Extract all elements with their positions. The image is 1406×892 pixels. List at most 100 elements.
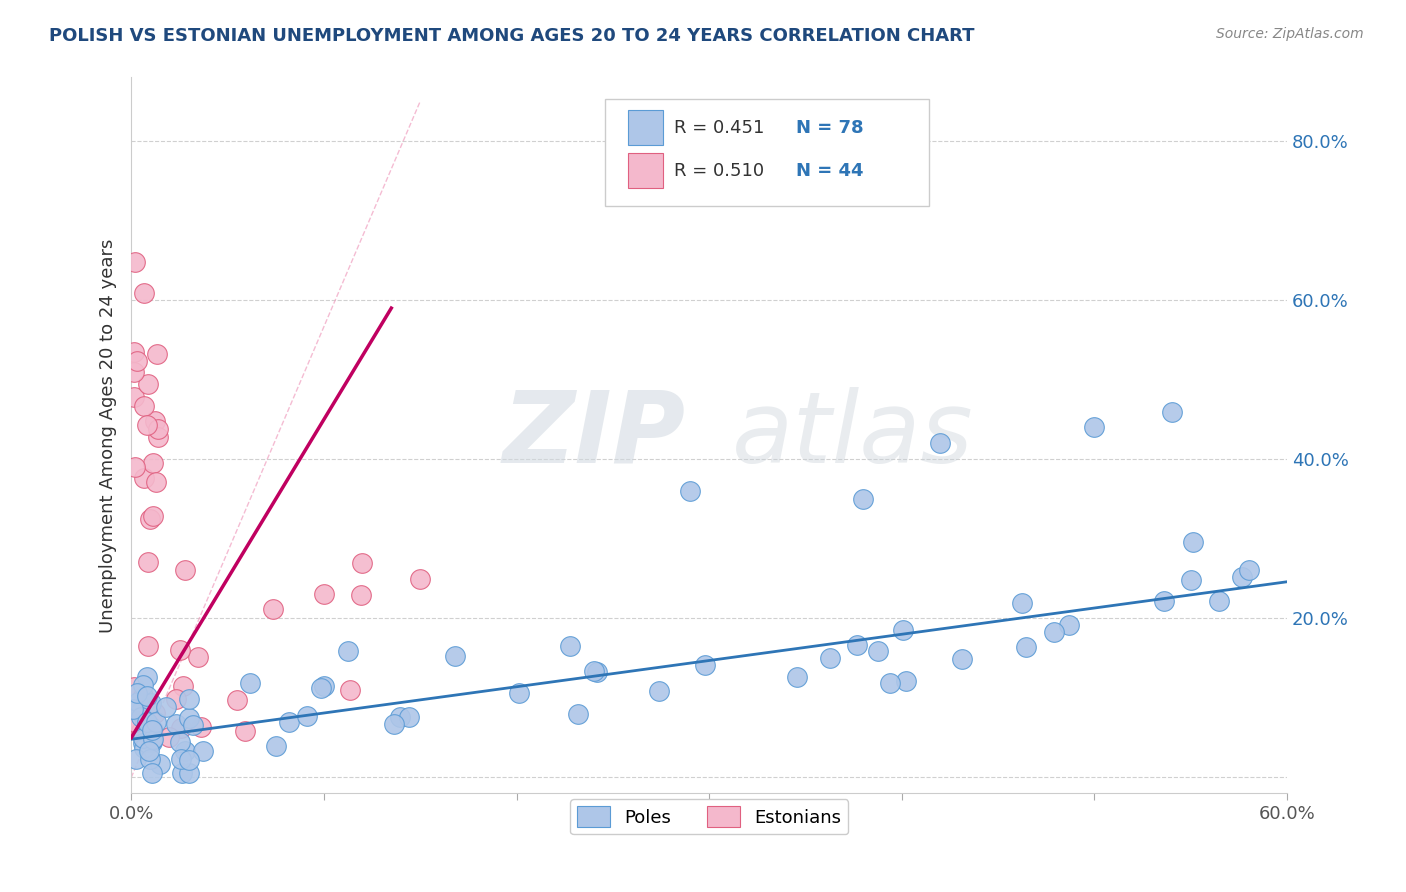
Point [128, 706, 150, 720]
Point [132, 471, 155, 485]
Point [1237, 563, 1260, 577]
Text: R = 0.510: R = 0.510 [675, 161, 765, 179]
Point [190, 720, 212, 734]
Point [1057, 618, 1080, 632]
Point [165, 716, 187, 731]
Point [226, 692, 249, 706]
Point [409, 572, 432, 586]
Point [187, 650, 209, 665]
Point [852, 491, 875, 506]
Point [169, 721, 191, 735]
Point [586, 665, 609, 680]
Point [894, 673, 917, 688]
Point [129, 710, 152, 724]
Point [124, 255, 146, 269]
Point [868, 643, 890, 657]
Point [314, 679, 336, 693]
Point [398, 710, 420, 724]
Point [339, 682, 361, 697]
Point [139, 696, 162, 710]
Point [125, 354, 148, 368]
Point [138, 744, 160, 758]
Bar [628, 110, 664, 145]
Point [1182, 535, 1205, 549]
Point [165, 692, 187, 706]
Point [134, 714, 156, 729]
Text: R = 0.451: R = 0.451 [675, 119, 765, 136]
Point [262, 602, 284, 616]
Text: N = 78: N = 78 [796, 119, 863, 136]
Point [142, 509, 165, 524]
Point [950, 652, 973, 666]
Point [233, 723, 256, 738]
Point [170, 766, 193, 780]
Point [132, 286, 155, 301]
Point [135, 689, 157, 703]
Point [145, 714, 167, 729]
Point [129, 724, 152, 739]
Point [157, 730, 180, 744]
Point [1208, 594, 1230, 608]
Point [277, 714, 299, 729]
Point [136, 417, 159, 432]
Point [136, 555, 159, 569]
Point [1043, 624, 1066, 639]
Point [786, 670, 808, 684]
Point [132, 399, 155, 413]
Point [125, 686, 148, 700]
Point [1083, 420, 1105, 434]
Point [143, 414, 166, 428]
Point [142, 456, 165, 470]
Point [122, 680, 145, 694]
FancyBboxPatch shape [605, 99, 929, 206]
Point [169, 642, 191, 657]
Point [264, 739, 287, 753]
Point [1153, 594, 1175, 608]
Point [145, 475, 167, 490]
Point [297, 708, 319, 723]
Point [131, 678, 153, 692]
Point [125, 752, 148, 766]
Text: ZIP: ZIP [503, 387, 686, 483]
Text: POLISH VS ESTONIAN UNEMPLOYMENT AMONG AGES 20 TO 24 YEARS CORRELATION CHART: POLISH VS ESTONIAN UNEMPLOYMENT AMONG AG… [49, 27, 974, 45]
Point [444, 648, 467, 663]
Point [183, 718, 205, 732]
Point [122, 702, 145, 716]
Point [141, 735, 163, 749]
Point [146, 421, 169, 435]
Point [139, 511, 162, 525]
Point [336, 644, 359, 658]
Legend: Poles, Estonians: Poles, Estonians [569, 799, 848, 834]
Point [142, 732, 165, 747]
Point [141, 733, 163, 747]
Text: N = 44: N = 44 [796, 161, 863, 179]
Point [384, 716, 406, 731]
Point [1015, 640, 1038, 654]
Point [122, 390, 145, 404]
Point [138, 752, 160, 766]
Point [132, 740, 155, 755]
Point [179, 711, 201, 725]
Point [136, 639, 159, 653]
Point [560, 639, 582, 653]
Point [146, 346, 169, 360]
Point [132, 689, 155, 703]
Point [143, 706, 166, 721]
Point [179, 691, 201, 706]
Point [508, 686, 530, 700]
Point [309, 681, 332, 696]
Point [169, 735, 191, 749]
Point [170, 751, 193, 765]
Point [583, 664, 606, 678]
Point [174, 563, 197, 577]
Point [648, 684, 671, 698]
Point [352, 556, 374, 570]
Y-axis label: Unemployment Among Ages 20 to 24 years: Unemployment Among Ages 20 to 24 years [100, 238, 117, 632]
Text: Source: ZipAtlas.com: Source: ZipAtlas.com [1216, 27, 1364, 41]
Point [155, 700, 177, 714]
Point [146, 430, 169, 444]
Point [1230, 570, 1253, 584]
Point [1011, 596, 1033, 610]
Point [141, 766, 163, 780]
Point [350, 588, 373, 602]
